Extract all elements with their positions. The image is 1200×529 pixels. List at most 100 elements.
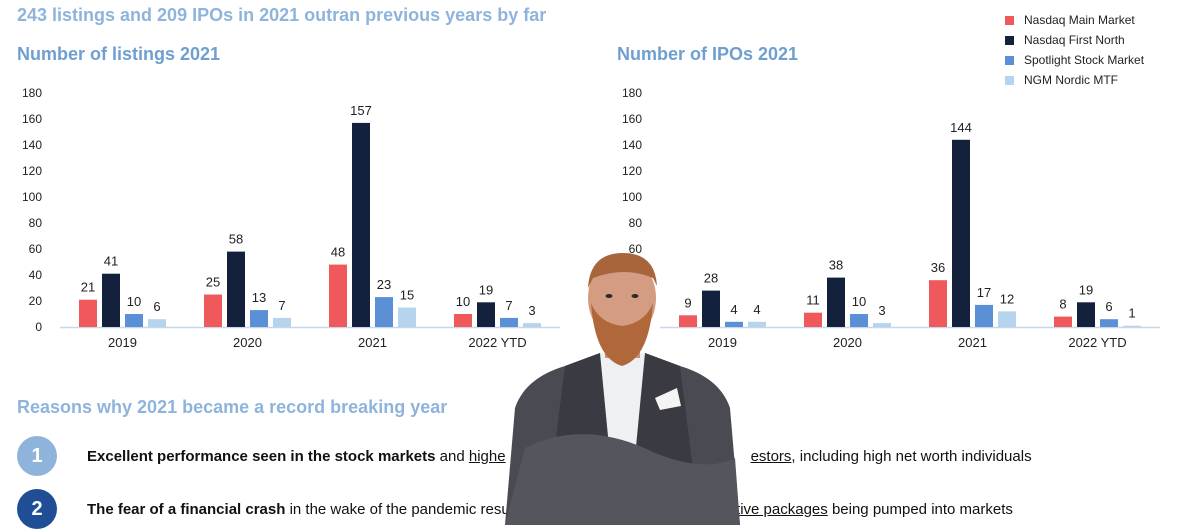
data-label: 8 — [1059, 297, 1066, 312]
legend-label: Nasdaq First North — [1024, 33, 1125, 47]
legend-item-ngm: NGM Nordic MTF — [1005, 70, 1144, 90]
bar — [725, 321, 743, 327]
legend-label: Spotlight Stock Market — [1024, 53, 1145, 67]
y-tick-label: 120 — [622, 164, 642, 178]
bar — [1054, 316, 1072, 327]
y-tick-label: 140 — [22, 138, 42, 152]
reason-text: The fear of a financial crash in the wak… — [87, 501, 1013, 518]
y-tick-label: 140 — [622, 138, 642, 152]
reason-bold: Excellent performance seen in the stock … — [87, 447, 436, 465]
legend-swatch — [1005, 55, 1014, 65]
headline: 243 listings and 209 IPOs in 2021 outran… — [17, 5, 547, 25]
bar — [79, 299, 97, 327]
category-label: 2022 YTD — [468, 335, 526, 350]
y-tick-label: 80 — [29, 216, 43, 230]
data-label: 28 — [704, 271, 718, 286]
ipos-chart: 0204060801001201401601809284420191138103… — [622, 86, 1160, 350]
legend-item-first-north: Nasdaq First North — [1005, 30, 1144, 50]
data-label: 6 — [1105, 299, 1112, 314]
data-label: 7 — [505, 298, 512, 313]
listings-chart-title: Number of listings 2021 — [17, 44, 221, 64]
bar — [1100, 319, 1118, 327]
data-label: 48 — [331, 245, 345, 260]
bar — [500, 317, 518, 327]
reason-pre: and — [435, 447, 469, 465]
category-label: 2020 — [833, 335, 862, 350]
bar — [204, 294, 222, 327]
legend: Nasdaq Main Market Nasdaq First North Sp… — [1005, 10, 1144, 90]
data-label: 6 — [153, 299, 160, 314]
bar — [523, 323, 541, 327]
bar — [102, 273, 120, 327]
data-label: 36 — [931, 260, 945, 275]
bar — [454, 314, 472, 327]
bar — [827, 277, 845, 327]
category-label: 2019 — [708, 335, 737, 350]
y-tick-label: 180 — [22, 86, 42, 100]
legend-swatch — [1005, 15, 1014, 25]
reason-number-badge: 2 — [17, 489, 57, 529]
reason-item-1: 1 Excellent performance seen in the stoc… — [17, 436, 1032, 476]
reason-link-2[interactable]: ative packages — [727, 500, 828, 518]
bar — [398, 307, 416, 327]
bar — [952, 139, 970, 327]
bar — [929, 280, 947, 327]
data-label: 11 — [806, 293, 820, 308]
reason-pre: in the wake of the pandemic resu — [285, 500, 510, 518]
y-tick-label: 80 — [629, 216, 643, 230]
bar — [125, 314, 143, 327]
y-tick-label: 100 — [22, 190, 42, 204]
bar — [873, 323, 891, 327]
category-label: 2022 YTD — [1068, 335, 1126, 350]
data-label: 9 — [684, 295, 691, 310]
data-label: 10 — [852, 294, 866, 309]
data-label: 3 — [878, 303, 885, 318]
legend-swatch — [1005, 35, 1014, 45]
y-tick-label: 160 — [22, 112, 42, 126]
ipos-chart-title: Number of IPOs 2021 — [617, 44, 799, 64]
bar — [227, 251, 245, 327]
y-tick-label: 160 — [622, 112, 642, 126]
data-label: 1 — [1128, 306, 1135, 321]
data-label: 21 — [81, 280, 95, 295]
bar — [250, 310, 268, 327]
bar — [375, 297, 393, 327]
data-label: 10 — [127, 294, 141, 309]
data-label: 23 — [377, 277, 391, 292]
legend-item-nasdaq-main: Nasdaq Main Market — [1005, 10, 1144, 30]
y-tick-label: 60 — [29, 242, 43, 256]
bar — [1123, 325, 1141, 327]
bar — [273, 317, 291, 327]
reason-item-2: 2 The fear of a financial crash in the w… — [17, 489, 1013, 529]
reason-text: Excellent performance seen in the stock … — [87, 448, 1032, 465]
reason-bold: The fear of a financial crash — [87, 500, 286, 518]
category-label: 2021 — [958, 335, 987, 350]
bar — [975, 304, 993, 327]
data-label: 25 — [206, 275, 220, 290]
y-tick-label: 120 — [22, 164, 42, 178]
data-label: 15 — [400, 288, 414, 303]
bar — [998, 311, 1016, 327]
category-label: 2019 — [108, 335, 137, 350]
data-label: 12 — [1000, 291, 1014, 306]
data-label: 17 — [977, 285, 991, 300]
category-label: 2020 — [233, 335, 262, 350]
speaker-photo — [505, 253, 740, 525]
data-label: 58 — [229, 232, 243, 247]
legend-swatch — [1005, 75, 1014, 85]
data-label: 7 — [278, 298, 285, 313]
data-label: 3 — [528, 303, 535, 318]
reason-link-2[interactable]: estors — [750, 447, 792, 465]
reason-post: , including high net worth individuals — [791, 447, 1032, 465]
reason-post: being pumped into markets — [827, 500, 1013, 518]
reason-link[interactable]: highe — [468, 447, 506, 465]
y-tick-label: 180 — [622, 86, 642, 100]
data-label: 10 — [456, 294, 470, 309]
bar — [748, 321, 766, 327]
y-tick-label: 100 — [622, 190, 642, 204]
bar — [148, 319, 166, 327]
y-tick-label: 60 — [629, 242, 643, 256]
data-label: 157 — [350, 103, 372, 118]
data-label: 4 — [753, 302, 760, 317]
legend-label: NGM Nordic MTF — [1024, 73, 1118, 87]
